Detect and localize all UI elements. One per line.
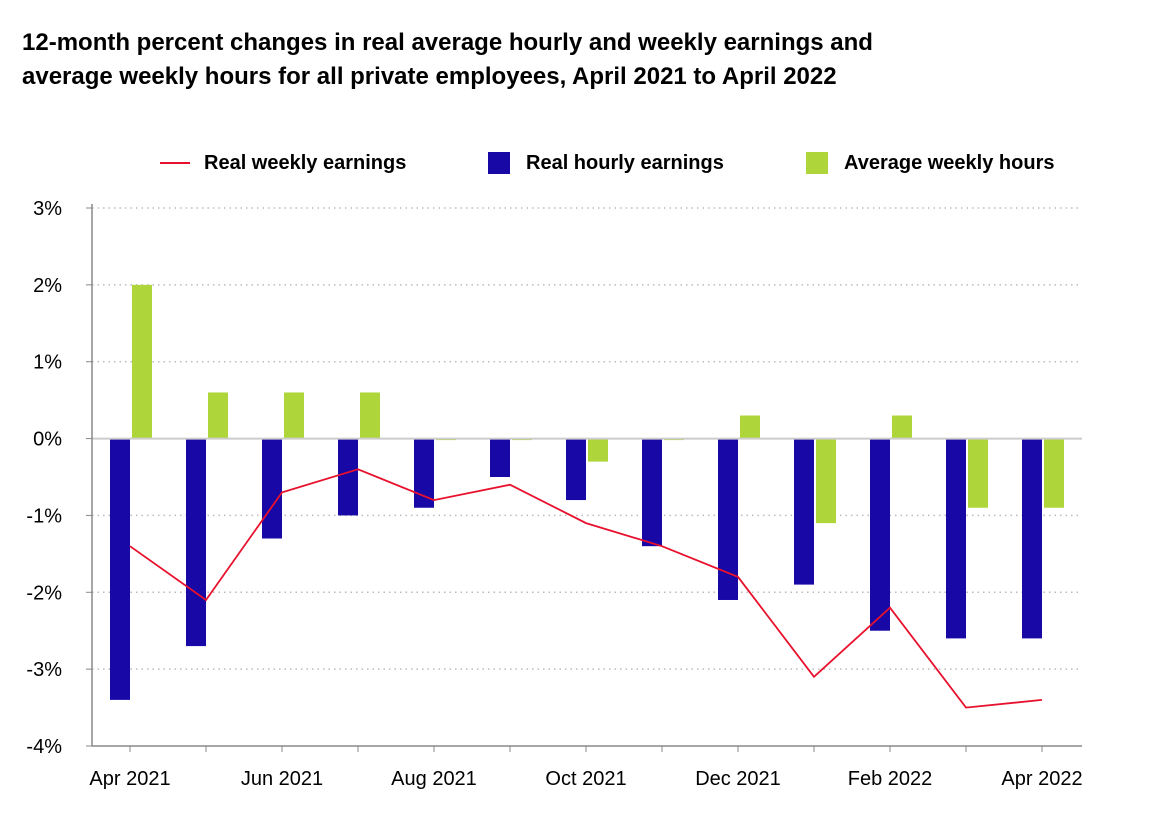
legend-label-real-hourly-earnings: Real hourly earnings (526, 151, 724, 174)
bar-average-weekly-hours (740, 415, 760, 439)
x-tick-label: Dec 2021 (695, 768, 781, 790)
chart-title-line-2: average weekly hours for all private emp… (22, 63, 837, 90)
legend-item-average-weekly-hours: Average weekly hours (806, 148, 1054, 178)
y-tick-label: -4% (26, 736, 62, 758)
chart-title: 12-month percent changes in real average… (22, 26, 1122, 94)
bar-average-weekly-hours (132, 284, 152, 439)
bar-average-weekly-hours (360, 392, 380, 439)
bar-average-weekly-hours (208, 392, 228, 439)
bar-average-weekly-hours (1044, 438, 1064, 508)
y-tick-label: -1% (26, 505, 62, 527)
chart-legend: Real weekly earnings Real hourly earning… (0, 148, 1154, 178)
x-tick-label: Aug 2021 (391, 768, 477, 790)
bar-real-hourly-earnings (642, 438, 662, 547)
bar-average-weekly-hours (892, 415, 912, 439)
line-real-weekly-earnings (129, 468, 1043, 709)
x-tick-label: Apr 2021 (89, 768, 170, 790)
bar-real-hourly-earnings (110, 438, 130, 700)
bar-average-weekly-hours (816, 438, 836, 524)
y-tick-label: 1% (33, 352, 62, 374)
bar-real-hourly-earnings (794, 438, 814, 585)
x-tick-label: Apr 2022 (1001, 768, 1082, 790)
legend-line-swatch (160, 162, 190, 164)
chart-title-line-1: 12-month percent changes in real average… (22, 29, 873, 56)
x-tick-label: Oct 2021 (545, 768, 626, 790)
y-tick-label: 0% (33, 429, 62, 451)
legend-item-real-weekly-earnings: Real weekly earnings (160, 148, 406, 178)
legend-hourly-swatch (488, 152, 510, 174)
x-tick-label: Jun 2021 (241, 768, 323, 790)
y-tick-label: 3% (33, 198, 62, 220)
bar-real-hourly-earnings (490, 438, 510, 477)
bar-real-hourly-earnings (1022, 438, 1042, 639)
bar-average-weekly-hours (284, 392, 304, 439)
bar-real-hourly-earnings (718, 438, 738, 600)
y-tick-label: 2% (33, 275, 62, 297)
bar-average-weekly-hours (588, 438, 608, 462)
bar-real-hourly-earnings (946, 438, 966, 639)
legend-item-real-hourly-earnings: Real hourly earnings (488, 148, 724, 178)
bar-real-hourly-earnings (186, 438, 206, 647)
y-tick-label: -3% (26, 659, 62, 681)
bar-average-weekly-hours (968, 438, 988, 508)
bar-real-hourly-earnings (338, 438, 358, 516)
y-tick-label: -2% (26, 582, 62, 604)
bar-real-hourly-earnings (414, 438, 434, 508)
bar-real-hourly-earnings (870, 438, 890, 631)
legend-hours-swatch (806, 152, 828, 174)
legend-label-real-weekly-earnings: Real weekly earnings (204, 151, 407, 174)
x-tick-label: Feb 2022 (848, 768, 933, 790)
bar-real-hourly-earnings (566, 438, 586, 501)
bar-real-hourly-earnings (262, 438, 282, 539)
legend-label-average-weekly-hours: Average weekly hours (844, 151, 1055, 174)
